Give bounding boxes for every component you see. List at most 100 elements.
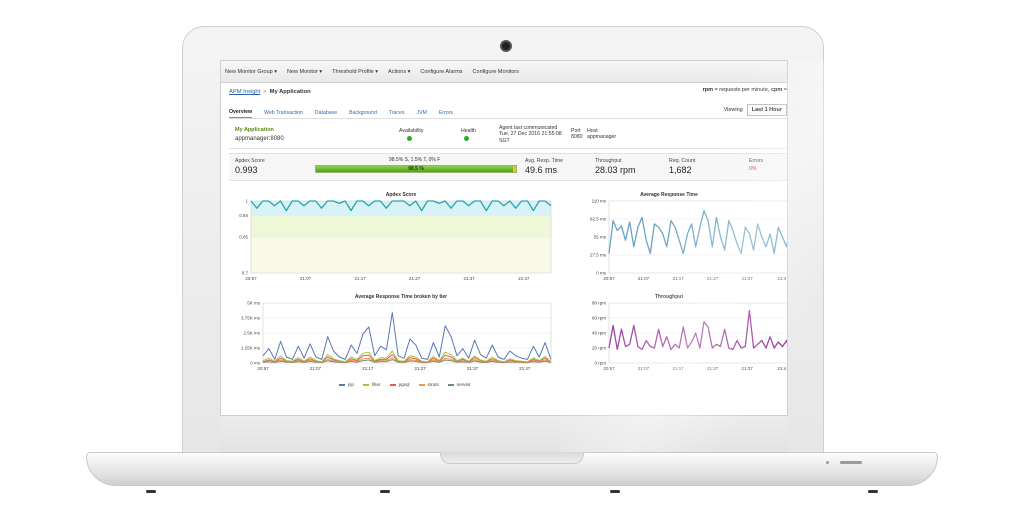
laptop-foot-left	[146, 490, 156, 493]
tab-traces[interactable]: Traces	[388, 109, 405, 116]
time-range-select[interactable]: Last 1 Hour	[746, 104, 787, 116]
legend-label: filter	[371, 382, 381, 387]
x-tick-label: 21:27	[409, 276, 421, 281]
legend-item-filter[interactable]: filter	[362, 382, 381, 387]
response-time-by-tier-chart-svg: Average Response Time broken by tier 5K m…	[241, 294, 552, 371]
threshold-band-2	[251, 237, 551, 273]
tab-errors[interactable]: Errors	[438, 109, 453, 116]
tab-web-transaction[interactable]: Web Transaction	[264, 109, 303, 116]
rpm-text: = requests per minute,	[713, 87, 771, 93]
y-tick-label: 40 rpm	[592, 331, 606, 336]
menu-item-1[interactable]: New Monitor ▾	[286, 68, 323, 75]
availability-status-icon	[407, 136, 412, 141]
response-time-by-tier-chart: Average Response Time broken by tier 5K m…	[221, 291, 561, 391]
legend-item-struts[interactable]: struts	[418, 382, 439, 387]
x-tick-label: 21:37	[467, 366, 479, 371]
x-tick-label: 21:27	[707, 276, 719, 281]
menu-item-5[interactable]: Configure Monitors	[472, 68, 520, 75]
breadcrumb-separator: >	[263, 89, 267, 95]
apdex-progress-bar: 98.5 %	[315, 165, 517, 173]
laptop-opening-notch	[440, 452, 584, 464]
y-tick-label: 0.7	[242, 271, 249, 276]
breadcrumb: APM Insight > My Application	[221, 85, 787, 99]
x-tick-label: 21:4	[777, 276, 786, 281]
x-tick-label: 21:37	[464, 276, 476, 281]
y-tick-label: 110 ms	[592, 199, 607, 204]
request-count-label: Req. Count	[669, 158, 696, 164]
laptop-screen: New Monitor Group ▾ New Monitor ▾ Threshol…	[220, 60, 788, 416]
menu-item-0[interactable]: New Monitor Group ▾	[225, 68, 277, 75]
health-status-icon	[464, 136, 469, 141]
errors-value: 0%	[749, 166, 757, 172]
webcam-icon	[500, 40, 512, 52]
menu-item-3[interactable]: Actions ▾	[388, 68, 411, 75]
legend-label: jsp	[348, 382, 354, 387]
avg-response-time-label: Avg. Resp. Time	[525, 158, 563, 164]
x-tick-label: 21:17	[672, 366, 684, 371]
availability-label: Availability	[399, 128, 424, 134]
y-tick-label: 27.5 ms	[590, 253, 607, 258]
y-tick-label: 3.75K ms	[241, 316, 261, 321]
legend-swatch	[389, 383, 396, 386]
avg-response-time-chart-svg: Average Response Time 110 ms 82.5 ms 55 ms 2…	[590, 192, 787, 281]
chart-title: Throughput	[655, 294, 683, 300]
top-menu-bar: New Monitor Group ▾ New Monitor ▾ Threshol…	[221, 61, 787, 83]
menu-item-2[interactable]: Threshold Profile ▾	[332, 68, 379, 75]
series-line	[250, 200, 552, 212]
apdex-satisfied-fill	[316, 166, 513, 172]
y-tick-label: 20 rpm	[592, 346, 606, 351]
avg-response-time-chart: Average Response Time 110 ms 82.5 ms 55 ms 2…	[559, 189, 787, 289]
y-tick-label: 80 rpm	[592, 301, 606, 306]
x-tick-label: 20:57	[257, 366, 269, 371]
y-tick-label: 0 ms	[250, 361, 261, 366]
legend-label: struts	[427, 382, 439, 387]
series-line-jsp	[262, 312, 552, 360]
x-tick-label: 21:37	[742, 276, 754, 281]
summary-metrics-bar: Apdex Score 0.993 98.5% S, 1.5% T, 0% F …	[229, 153, 787, 181]
menu-item-4[interactable]: Configure Alarms	[420, 68, 463, 75]
x-tick-label: 21:47	[518, 276, 530, 281]
breadcrumb-root-link[interactable]: APM Insight	[229, 89, 261, 95]
host-label: Host	[587, 128, 598, 134]
tab-background[interactable]: Background	[349, 109, 377, 116]
x-tick-label: 21:07	[310, 366, 322, 371]
speaker-grille	[840, 461, 862, 464]
apdex-breakdown: 98.5% S, 1.5% T, 0% F	[389, 157, 441, 163]
x-tick-label: 20:57	[603, 276, 615, 281]
tab-database[interactable]: Database	[314, 109, 338, 116]
rate-legend-note: rpm = requests per minute, cpm =	[703, 87, 787, 93]
x-tick-label: 21:27	[707, 366, 719, 371]
x-tick-label: 21:27	[414, 366, 426, 371]
x-tick-label: 21:4	[777, 366, 786, 371]
x-tick-label: 21:07	[638, 366, 650, 371]
legend-item-pgsql[interactable]: pgsql	[389, 382, 410, 387]
application-info-row: My Application appmanager:8080 Availabil…	[229, 123, 787, 149]
port-label: Port	[571, 128, 581, 134]
legend-label: servlet	[456, 382, 471, 387]
cpm-key: cpm	[770, 87, 783, 93]
application-host: appmanager:8080	[235, 136, 284, 142]
series-line	[608, 210, 787, 255]
breadcrumb-current: My Application	[269, 89, 311, 95]
y-tick-label: 1.25K ms	[241, 346, 261, 351]
legend-swatch	[418, 383, 425, 386]
y-tick-label: 2.5K ms	[243, 331, 260, 336]
avg-response-time-value: 49.6 ms	[525, 165, 558, 175]
x-tick-label: 21:17	[354, 276, 366, 281]
apdex-score-label: Apdex Score	[235, 158, 265, 164]
apdex-score-value: 0.993	[235, 165, 258, 175]
agent-last-communicated-value: Tue, 27 Dec 2016 21:55:08 SGT	[499, 131, 562, 144]
legend-item-jsp[interactable]: jsp	[339, 382, 354, 387]
legend-item-servlet[interactable]: servlet	[447, 382, 471, 387]
apdex-tolerating-fill	[513, 166, 516, 172]
tab-overview[interactable]: Overview	[229, 107, 253, 118]
laptop-foot-right	[868, 490, 878, 493]
errors-label: Errors	[749, 158, 764, 164]
laptop-foot-mid-left	[380, 490, 390, 493]
application-name-link[interactable]: My Application	[235, 127, 274, 133]
host-value: appmanager	[587, 134, 617, 140]
y-tick-label: 55 ms	[594, 235, 607, 240]
throughput-value: 28.03 rpm	[595, 165, 636, 175]
tab-jvm[interactable]: JVM	[416, 109, 427, 116]
